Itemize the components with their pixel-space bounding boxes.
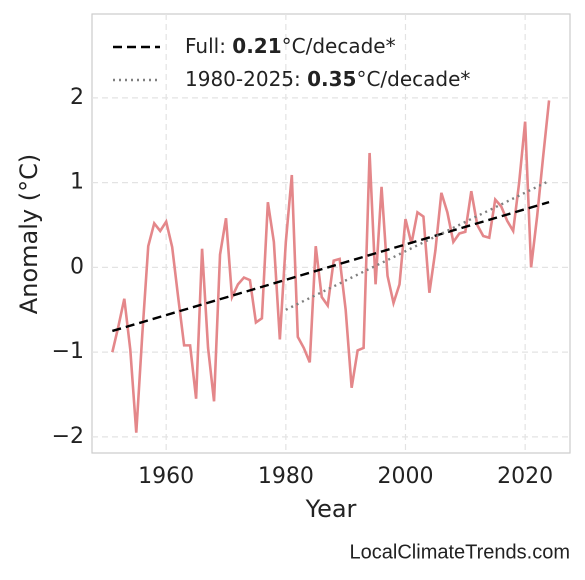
y-tick-label: −1	[52, 339, 84, 364]
legend-text-part: 1980-2025:	[185, 67, 307, 91]
trend-line	[112, 200, 550, 333]
legend-text-part: Full:	[185, 34, 232, 58]
x-tick-label: 1980	[258, 464, 314, 489]
legend-text-part: °C/decade*	[356, 67, 470, 91]
trend-line	[285, 179, 550, 311]
legend-text-part: 0.35	[307, 67, 356, 91]
legend-text-part: 0.21	[232, 34, 281, 58]
y-tick-label: −2	[52, 424, 84, 449]
legend-label: 1980-2025: 0.35°C/decade*	[185, 67, 470, 91]
y-tick-label: 1	[70, 170, 84, 195]
x-axis-label: Year	[305, 495, 357, 523]
legend-text-part: °C/decade*	[282, 34, 396, 58]
x-tick-label: 1960	[138, 464, 194, 489]
y-tick-label: 2	[70, 85, 84, 110]
x-tick-label: 2020	[497, 464, 553, 489]
y-tick-label: 0	[70, 254, 84, 279]
legend-label: Full: 0.21°C/decade*	[185, 34, 396, 58]
source: LocalClimateTrends.com	[350, 541, 570, 563]
y-axis-label: Anomaly (°C)	[15, 154, 43, 314]
data-line	[111, 100, 551, 433]
x-tick-label: 2000	[377, 464, 433, 489]
